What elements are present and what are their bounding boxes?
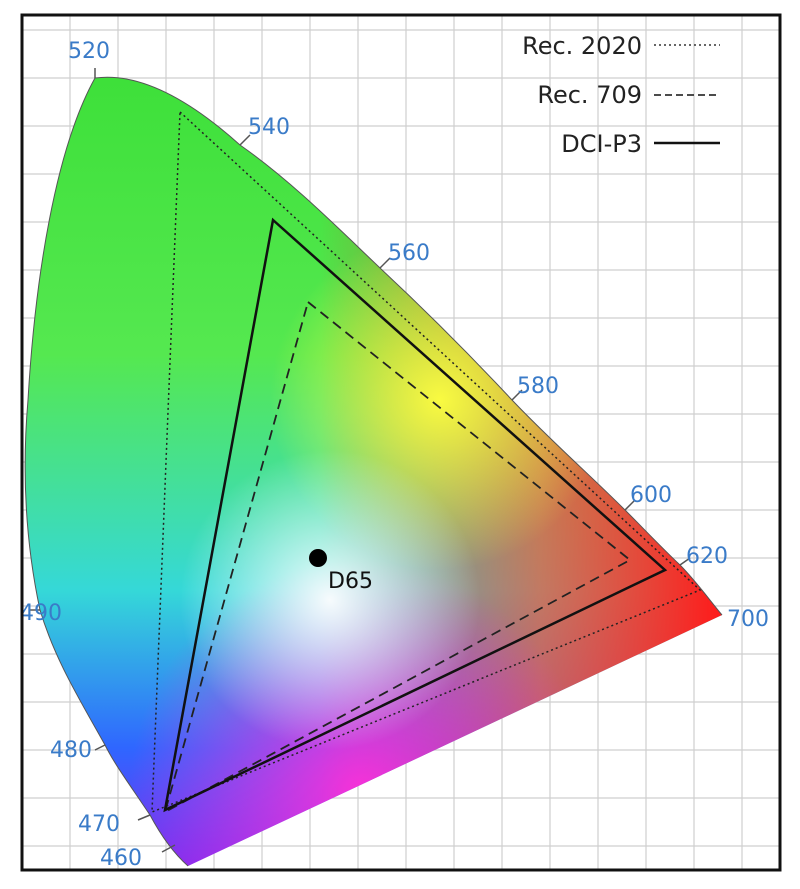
tick [624, 499, 636, 511]
wavelength-label: 480 [50, 738, 92, 763]
wavelength-label: 700 [727, 607, 769, 632]
legend-label: Rec. 2020 [522, 32, 642, 60]
wavelength-label: 600 [630, 483, 672, 508]
wavelength-label: 580 [517, 374, 559, 399]
legend-label: DCI-P3 [561, 130, 642, 158]
rec709-gamut [163, 300, 632, 814]
wavelength-label: 470 [78, 812, 120, 837]
wavelength-label: 560 [388, 241, 430, 266]
tick [137, 814, 151, 821]
frame [20, 13, 782, 872]
tick [679, 557, 691, 566]
rec2020-gamut [151, 110, 702, 814]
wavelength-label: 620 [686, 544, 728, 569]
locus-outline [24, 76, 723, 867]
dcip3-gamut [163, 217, 668, 813]
tick [94, 744, 106, 751]
tick [379, 257, 391, 269]
wavelength-label: 490 [20, 601, 62, 626]
tick [161, 844, 176, 853]
legend-label: Rec. 709 [537, 81, 642, 109]
legend: Rec. 2020 Rec. 709 DCI-P3 [522, 32, 720, 158]
tick [511, 389, 523, 401]
wavelength-label: 460 [100, 846, 142, 871]
white-point [309, 549, 327, 567]
wavelength-ticks [30, 68, 691, 853]
wavelength-label: 520 [68, 39, 110, 64]
tick [239, 134, 251, 146]
wavelength-label: 540 [248, 115, 290, 140]
white-point-label: D65 [328, 569, 373, 594]
